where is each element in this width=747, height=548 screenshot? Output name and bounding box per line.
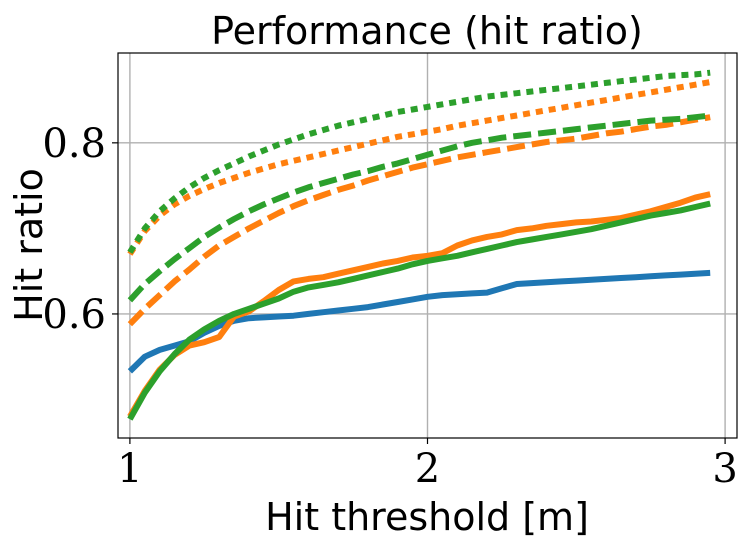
series-line-orange-solid: [127, 191, 711, 419]
y-tick-label: 0.8: [42, 121, 106, 167]
chart-title: Performance (hit ratio): [211, 9, 643, 53]
x-axis-label: Hit threshold [m]: [265, 495, 589, 539]
series-line-green-dashed: [127, 112, 711, 303]
x-tick-label: 3: [712, 446, 737, 492]
x-tick-label: 2: [415, 446, 440, 492]
series-line-orange-dashed: [127, 114, 711, 327]
series-line-green-dotted: [127, 69, 711, 254]
x-tick-label: 1: [117, 446, 142, 492]
series-layer: [127, 69, 711, 421]
ticks: 1 2 3 0.6 0.8: [42, 121, 737, 492]
series-line-orange-dotted: [127, 79, 711, 256]
grid: [118, 53, 737, 438]
series-line-green-solid: [127, 200, 711, 421]
y-axis-label: Hit ratio: [7, 168, 51, 322]
y-tick-label: 0.6: [42, 292, 106, 338]
